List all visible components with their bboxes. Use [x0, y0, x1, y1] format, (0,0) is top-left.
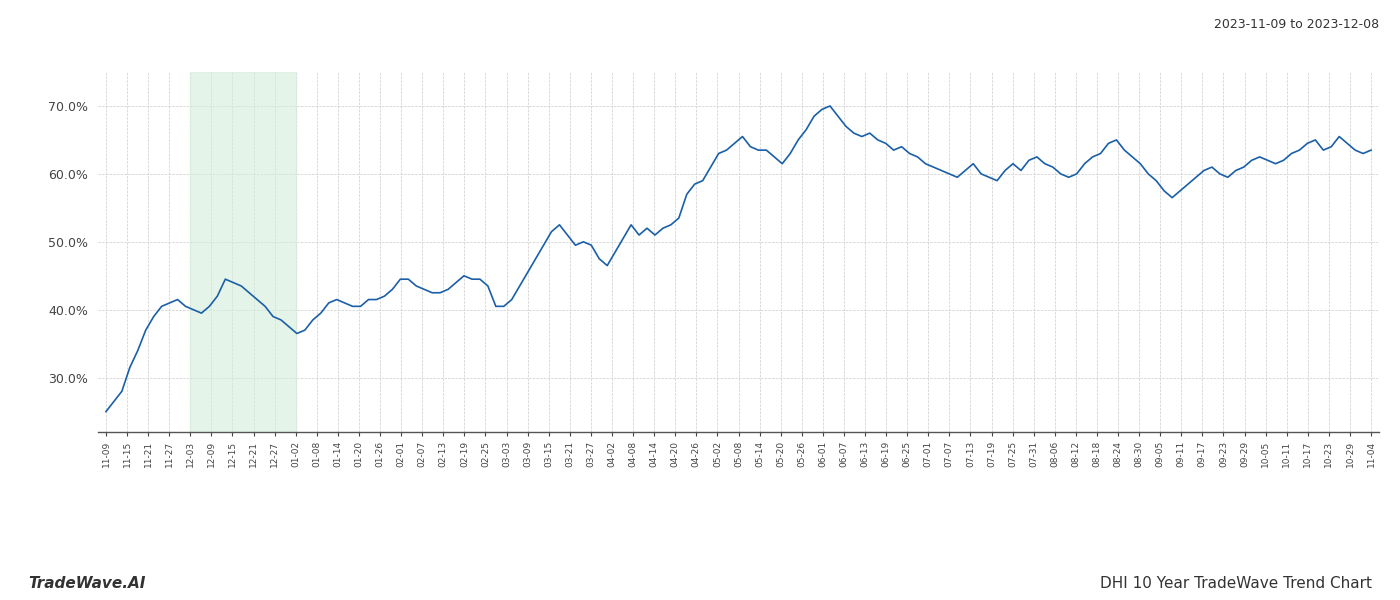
Text: 2023-11-09 to 2023-12-08: 2023-11-09 to 2023-12-08	[1214, 18, 1379, 31]
Bar	[190, 72, 295, 432]
Text: DHI 10 Year TradeWave Trend Chart: DHI 10 Year TradeWave Trend Chart	[1100, 576, 1372, 591]
Text: TradeWave.AI: TradeWave.AI	[28, 576, 146, 591]
